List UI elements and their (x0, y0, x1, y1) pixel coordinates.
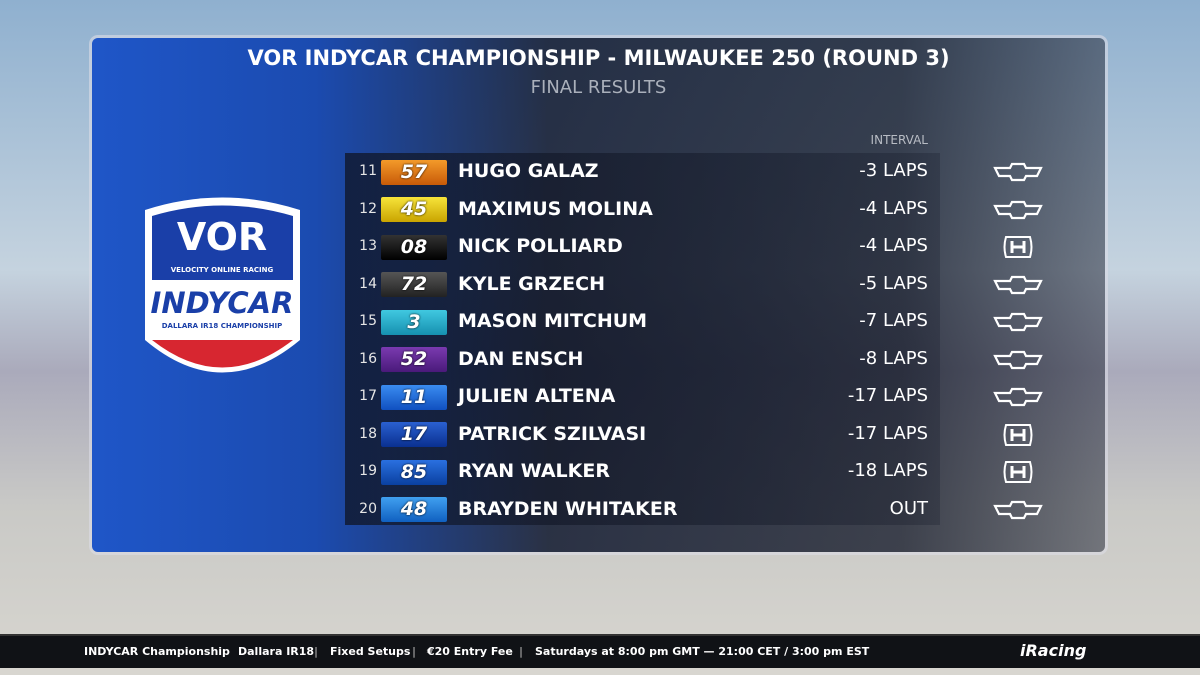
interval: OUT (889, 497, 928, 519)
footer-item: Dallara IR18 (238, 645, 315, 658)
logo-series-sub: DALLARA IR18 CHAMPIONSHIP (162, 322, 283, 330)
footer-series: INDYCAR Championship (84, 645, 230, 658)
footer-item: Fixed Setups (330, 645, 411, 658)
driver-name: RYAN WALKER (458, 460, 610, 482)
car-number: 72 (381, 272, 447, 297)
car-number: 08 (381, 234, 447, 260)
interval: -17 LAPS (847, 422, 928, 444)
footer-brand: iRacing (1020, 641, 1087, 660)
subtitle: FINAL RESULTS (530, 77, 667, 98)
honda-logo (1003, 236, 1033, 258)
interval: -18 LAPS (847, 460, 928, 481)
position: 18 (359, 425, 377, 442)
position: 20 (359, 500, 377, 517)
position: 12 (359, 200, 377, 217)
interval: -4 LAPS (859, 235, 928, 256)
driver-name: BRAYDEN WHITAKER (458, 497, 678, 520)
driver-name: HUGO GALAZ (458, 160, 599, 182)
position: 11 (359, 163, 377, 179)
car-number: 3 (381, 309, 447, 335)
footer-bar: INDYCAR Championship Dallara IR18 | Fixe… (0, 634, 1200, 668)
logo-series: INDYCAR (151, 286, 294, 320)
car-number: 48 (381, 497, 447, 522)
chevrolet-logo (993, 200, 1043, 219)
logo-top (152, 205, 293, 280)
interval: -17 LAPS (847, 385, 928, 406)
driver-name: PATRICK SZILVASI (458, 422, 647, 445)
logo-brand: VOR (177, 215, 267, 259)
footer-item: €20 Entry Fee (427, 645, 513, 658)
position: 13 (359, 238, 377, 254)
footer-item: Saturdays at 8:00 pm GMT — 21:00 CET / 3… (535, 645, 870, 658)
interval: -7 LAPS (859, 310, 928, 331)
driver-name: MAXIMUS MOLINA (458, 197, 653, 220)
interval: -8 LAPS (859, 347, 928, 369)
logo: VOR VELOCITY ONLINE RACING INDYCAR DALLA… (145, 197, 300, 373)
chevrolet-logo (993, 500, 1043, 519)
position: 16 (359, 350, 377, 367)
car-number: 45 (381, 197, 447, 222)
interval: -3 LAPS (859, 160, 928, 181)
car-number: 85 (381, 459, 447, 485)
logo-bottom (152, 340, 293, 368)
driver-name: JULIEN ALTENA (458, 385, 616, 407)
driver-name: MASON MITCHUM (458, 310, 648, 332)
honda-logo (1003, 461, 1033, 483)
driver-name: DAN ENSCH (458, 347, 584, 370)
separator: | (519, 645, 524, 658)
chevrolet-logo (993, 387, 1043, 407)
chevrolet-logo (993, 350, 1043, 369)
car-number: 11 (381, 384, 447, 410)
driver-name: NICK POLLIARD (458, 235, 623, 257)
car-number: 52 (381, 347, 447, 372)
chevrolet-logo (993, 162, 1043, 182)
honda-logo (1003, 423, 1033, 446)
logo-brand-sub: VELOCITY ONLINE RACING (171, 266, 274, 274)
driver-name: KYLE GRZECH (458, 272, 606, 295)
chevrolet-logo (993, 312, 1043, 332)
position: 15 (359, 313, 377, 329)
position: 17 (359, 388, 377, 404)
separator: | (412, 645, 417, 658)
car-number: 57 (381, 159, 447, 185)
interval: -4 LAPS (859, 197, 928, 219)
interval: -5 LAPS (859, 272, 928, 294)
interval-header: INTERVAL (870, 133, 928, 147)
chevrolet-logo (993, 275, 1043, 294)
separator: | (314, 645, 319, 658)
position: 19 (359, 463, 377, 479)
position: 14 (359, 275, 377, 292)
title: VOR INDYCAR CHAMPIONSHIP - MILWAUKEE 250… (247, 46, 950, 70)
car-number: 17 (381, 422, 447, 447)
